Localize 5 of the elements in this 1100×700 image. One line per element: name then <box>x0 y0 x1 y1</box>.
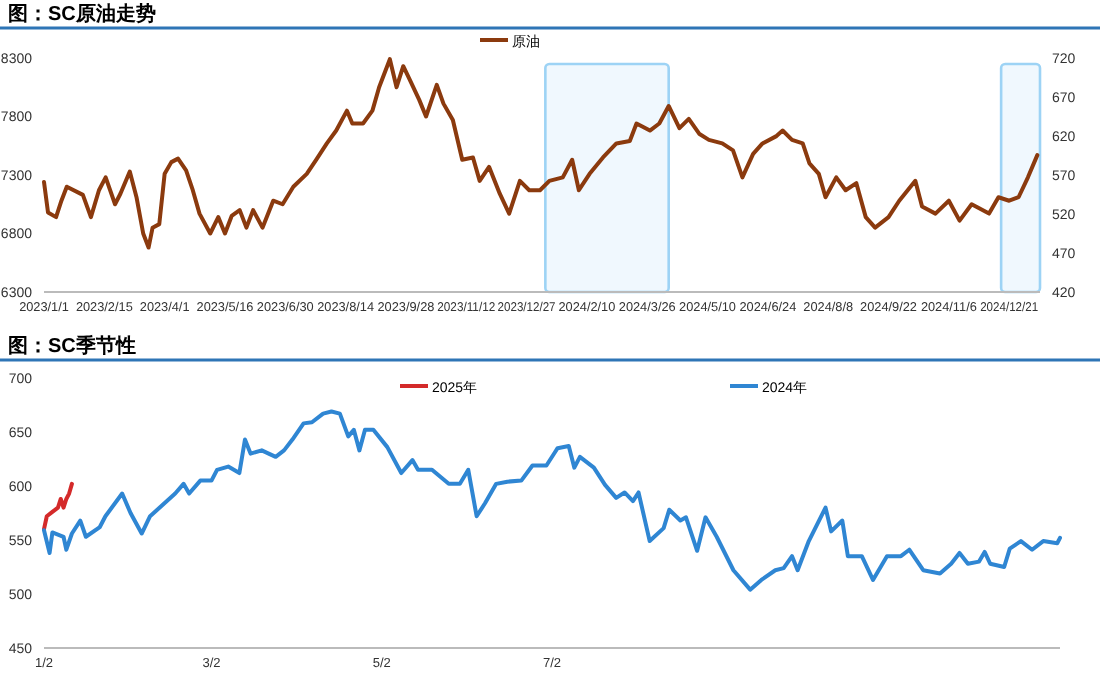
chart-title: 图：SC原油走势 <box>8 2 156 26</box>
chart-title: 图：SC季节性 <box>8 334 136 358</box>
line-series <box>42 481 74 532</box>
line-series <box>42 57 1040 250</box>
line-series <box>42 409 1062 592</box>
